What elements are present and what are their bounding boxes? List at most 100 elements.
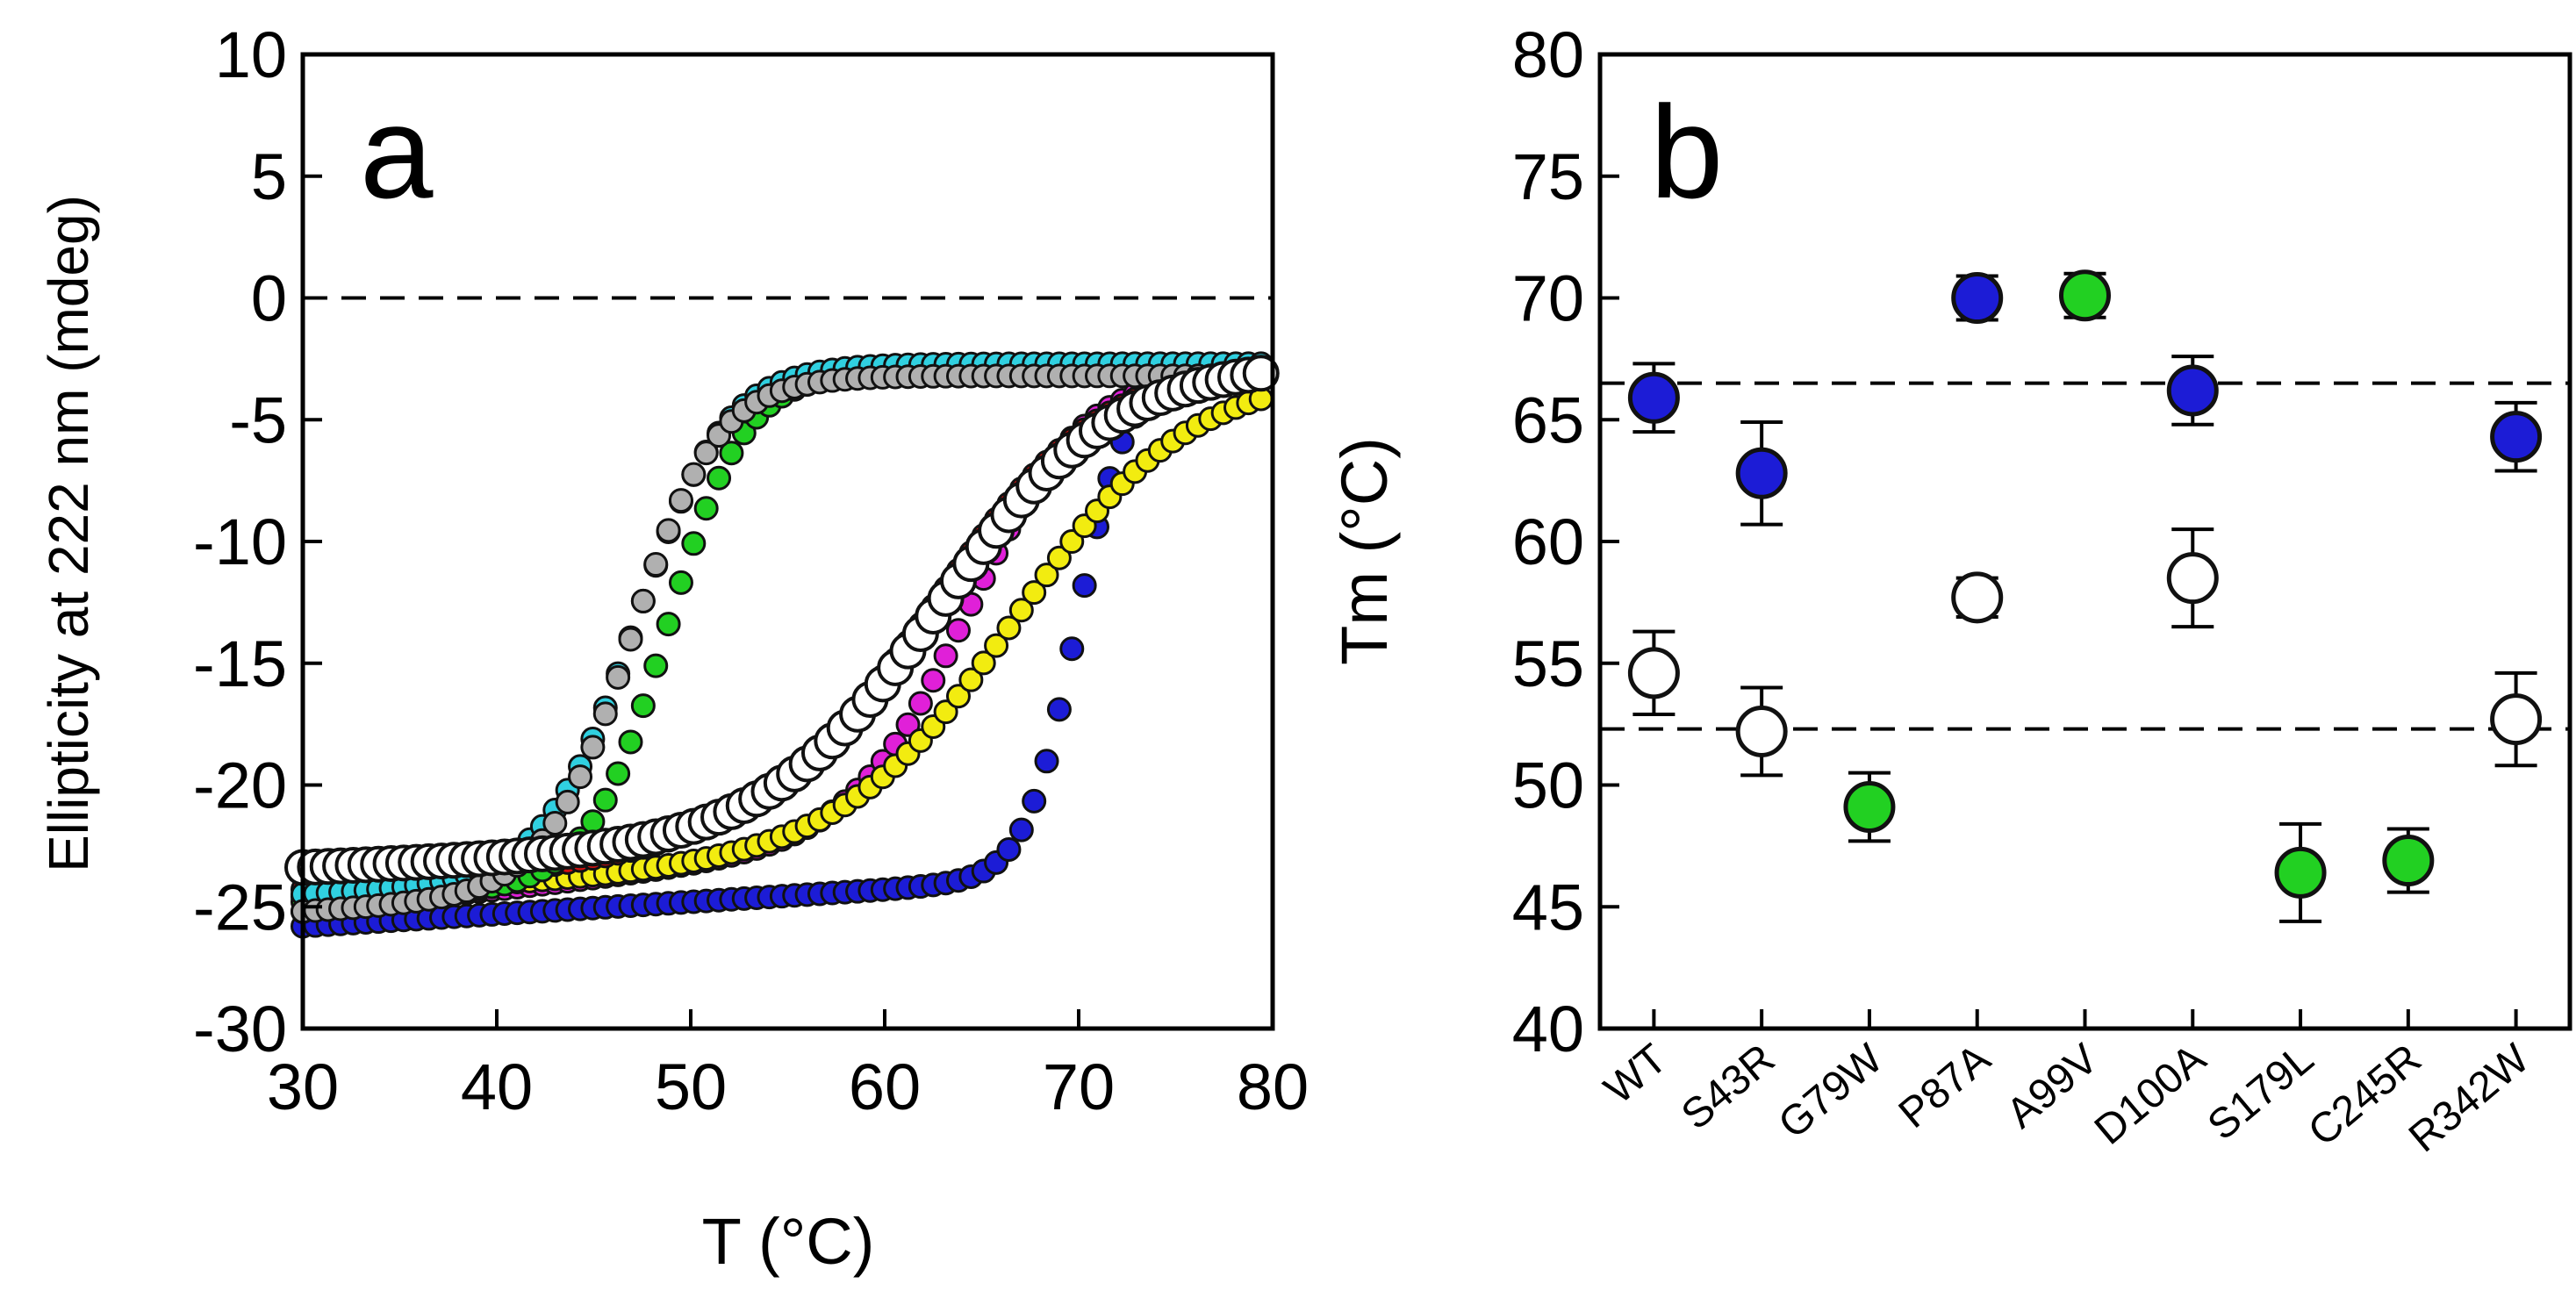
data-point: [1008, 598, 1034, 623]
data-point: [693, 496, 719, 521]
y-tick-label: 70: [1512, 262, 1584, 335]
tm-point: [1735, 447, 1788, 499]
series-white: [284, 355, 1280, 886]
category-label: D100A: [2086, 1036, 2214, 1154]
tm-point: [1951, 571, 2004, 624]
data-point: [1022, 788, 1047, 814]
x-tick-label: 40: [461, 1050, 533, 1123]
x-tick-label: 80: [1237, 1050, 1309, 1123]
panel-a-y-axis-title: Ellipticity at 222 nm (mdeg): [37, 195, 100, 872]
data-point: [1022, 580, 1047, 606]
data-point: [681, 462, 707, 487]
data-point: [958, 667, 984, 692]
panel-a-points: [284, 351, 1280, 939]
tm-point: [1627, 647, 1680, 699]
data-point: [656, 518, 681, 543]
y-tick-label: -20: [193, 749, 287, 822]
category-label: P87A: [1891, 1036, 1999, 1137]
data-point: [933, 643, 958, 669]
y-tick-label: 75: [1512, 140, 1584, 213]
data-point: [707, 465, 732, 491]
data-point: [1059, 529, 1085, 555]
data-point: [656, 612, 681, 637]
data-point: [908, 691, 933, 716]
category-label: S43R: [1673, 1036, 1783, 1139]
tm-point: [1843, 780, 1896, 833]
y-tick-label: 0: [251, 262, 287, 335]
y-tick-label: 65: [1512, 384, 1584, 456]
y-tick-label: -15: [193, 627, 287, 700]
x-tick-label: 60: [849, 1050, 921, 1123]
tm-point: [2059, 269, 2111, 322]
tm-point: [2166, 552, 2219, 605]
data-point: [996, 837, 1022, 863]
panel-b-letter: b: [1650, 78, 1723, 226]
tm-point: [1951, 272, 2004, 324]
x-tick-label: 30: [267, 1050, 339, 1123]
y-tick-label: 10: [215, 18, 287, 91]
panel-b: 807570656055504540WTS43RG79WP87AA99VD100…: [1328, 18, 2572, 1161]
data-point: [618, 729, 643, 755]
data-point: [568, 764, 593, 790]
x-tick-label: 50: [655, 1050, 727, 1123]
y-tick-label: 80: [1512, 18, 1584, 91]
series-blue: [1627, 272, 2543, 527]
data-point: [580, 735, 606, 760]
y-tick-label: 45: [1512, 871, 1584, 943]
y-tick-label: -5: [229, 384, 287, 456]
data-point: [555, 789, 580, 814]
y-tick-label: 50: [1512, 749, 1584, 822]
tm-point: [2490, 693, 2543, 746]
data-point: [719, 441, 744, 466]
data-point: [933, 699, 958, 725]
data-point: [1046, 545, 1072, 570]
data-point: [542, 811, 568, 836]
data-point: [1008, 817, 1034, 843]
series-green: [1843, 269, 2435, 923]
data-point: [668, 570, 693, 595]
tm-point: [2490, 411, 2543, 463]
data-point: [630, 588, 656, 613]
data-point: [1242, 355, 1280, 392]
y-tick-label: 60: [1512, 506, 1584, 578]
panel-b-points: [1627, 269, 2543, 923]
data-point: [681, 531, 707, 556]
data-point: [630, 693, 656, 719]
data-point: [592, 701, 618, 727]
series-yellow: [291, 386, 1274, 909]
data-point: [1034, 563, 1059, 588]
data-point: [592, 787, 618, 813]
data-point: [1046, 697, 1072, 722]
category-label: R342W: [2400, 1035, 2538, 1161]
tm-point: [2382, 835, 2435, 887]
data-point: [606, 761, 631, 786]
category-label: G79W: [1770, 1035, 1892, 1147]
panel-b-reference-lines: [1600, 381, 2570, 731]
data-point: [606, 664, 631, 690]
data-point: [921, 668, 946, 693]
data-point: [693, 441, 719, 466]
series-white: [1627, 527, 2543, 778]
x-tick-label: 70: [1043, 1050, 1115, 1123]
data-point: [984, 633, 1009, 658]
data-point: [1034, 749, 1059, 774]
data-point: [945, 618, 971, 643]
category-label: WT: [1596, 1036, 1675, 1114]
y-tick-label: -25: [193, 871, 287, 943]
y-tick-label: -30: [193, 993, 287, 1065]
data-point: [668, 488, 693, 513]
y-tick-label: -10: [193, 506, 287, 578]
panel-b-y-axis-title: Tm (°C): [1328, 437, 1401, 665]
tm-point: [1735, 705, 1788, 757]
category-label: S179L: [2199, 1036, 2322, 1150]
data-point: [996, 615, 1022, 641]
y-tick-label: 5: [251, 140, 287, 213]
data-point: [643, 552, 669, 577]
y-tick-label: 40: [1512, 993, 1584, 1065]
data-point: [618, 627, 643, 652]
panel-a-letter: a: [360, 78, 434, 226]
tm-point: [2166, 364, 2219, 417]
data-point: [1059, 636, 1085, 662]
data-point: [643, 653, 669, 678]
